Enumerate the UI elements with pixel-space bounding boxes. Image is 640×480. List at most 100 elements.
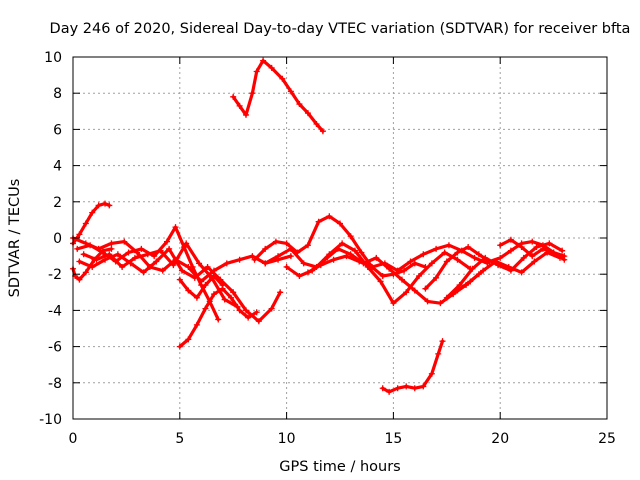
data-point — [529, 238, 536, 245]
data-point — [172, 224, 179, 231]
data-point — [529, 253, 536, 260]
data-point — [424, 298, 431, 305]
series-arc-early — [70, 200, 113, 247]
data-point — [287, 253, 294, 260]
series-arc-e — [176, 285, 260, 350]
data-point — [454, 256, 461, 263]
data-point — [93, 256, 100, 263]
data-point — [268, 64, 275, 71]
y-tick-label: -6 — [48, 340, 62, 356]
data-point — [114, 251, 121, 258]
data-point — [108, 240, 115, 247]
y-tick-label: -10 — [39, 412, 62, 428]
data-point — [76, 258, 83, 265]
data-point — [505, 263, 512, 270]
y-tick-label: 6 — [53, 122, 62, 138]
data-point — [202, 305, 209, 312]
series-arc-n — [497, 236, 568, 263]
data-point — [176, 276, 183, 283]
series-arc-f — [176, 273, 226, 301]
x-tick-label: 20 — [491, 431, 509, 447]
data-point — [202, 282, 209, 289]
data-point — [255, 318, 262, 325]
data-point — [249, 253, 256, 260]
data-point — [471, 254, 478, 261]
series-arc-h — [262, 240, 474, 307]
data-point — [185, 287, 192, 294]
data-point — [379, 385, 386, 392]
data-point — [319, 128, 326, 135]
data-point — [215, 316, 222, 323]
data-point — [411, 260, 418, 267]
data-point — [296, 273, 303, 280]
data-point — [317, 262, 324, 269]
data-point — [369, 263, 376, 270]
data-point — [262, 260, 269, 267]
data-point — [497, 242, 504, 249]
data-point — [119, 263, 126, 270]
data-point — [287, 245, 294, 252]
series-arc-high — [230, 57, 326, 135]
data-point — [439, 338, 446, 345]
data-point — [465, 244, 472, 251]
data-point — [223, 260, 230, 267]
data-point — [422, 285, 429, 292]
data-point — [480, 267, 487, 274]
data-point — [89, 209, 96, 216]
data-point — [243, 307, 250, 314]
data-point — [163, 238, 170, 245]
data-point — [260, 57, 267, 64]
data-point — [315, 218, 322, 225]
series-arc-c — [76, 245, 284, 325]
data-point — [337, 220, 343, 227]
x-axis-title: GPS time / hours — [279, 459, 400, 475]
data-point — [249, 90, 256, 97]
data-point — [219, 282, 226, 289]
data-point — [221, 296, 228, 303]
data-point — [268, 305, 275, 312]
data-point — [420, 383, 427, 390]
data-point — [300, 260, 307, 267]
data-point — [559, 247, 566, 254]
data-point — [210, 291, 217, 298]
data-point — [330, 256, 337, 263]
data-point — [275, 253, 282, 260]
x-tick-label: 5 — [175, 431, 184, 447]
series-line — [381, 339, 445, 394]
data-point — [82, 269, 89, 276]
series-arc-l — [443, 240, 566, 301]
data-point — [76, 276, 83, 283]
data-point — [428, 370, 435, 377]
series-line — [178, 287, 259, 349]
data-point — [407, 258, 414, 265]
x-tick-label: 15 — [384, 431, 402, 447]
y-tick-label: 4 — [53, 159, 62, 175]
data-point — [394, 385, 401, 392]
data-point — [343, 253, 350, 260]
data-point — [475, 251, 482, 258]
data-point — [99, 249, 106, 256]
data-point — [531, 258, 538, 265]
data-point — [245, 314, 252, 321]
data-point — [433, 245, 440, 252]
data-point — [102, 200, 109, 207]
data-point — [279, 75, 286, 82]
data-point — [539, 245, 546, 252]
axis-ticks: 0 5 10 15 20 25 -10 -8 -6 -4 -2 0 2 4 6 8 10 — [39, 50, 616, 447]
series-line — [445, 241, 564, 300]
data-point — [437, 300, 444, 307]
data-point — [251, 256, 258, 263]
data-point — [403, 289, 410, 296]
data-point — [398, 276, 405, 283]
data-series — [70, 57, 568, 395]
data-point — [326, 213, 333, 220]
data-point — [193, 294, 200, 301]
chart-title: Day 246 of 2020, Sidereal Day-to-day VTE… — [50, 21, 631, 37]
data-point — [87, 242, 94, 249]
data-point — [443, 258, 450, 265]
data-point — [236, 102, 243, 109]
data-point — [561, 256, 568, 263]
data-point — [358, 249, 365, 256]
data-point — [159, 267, 166, 274]
